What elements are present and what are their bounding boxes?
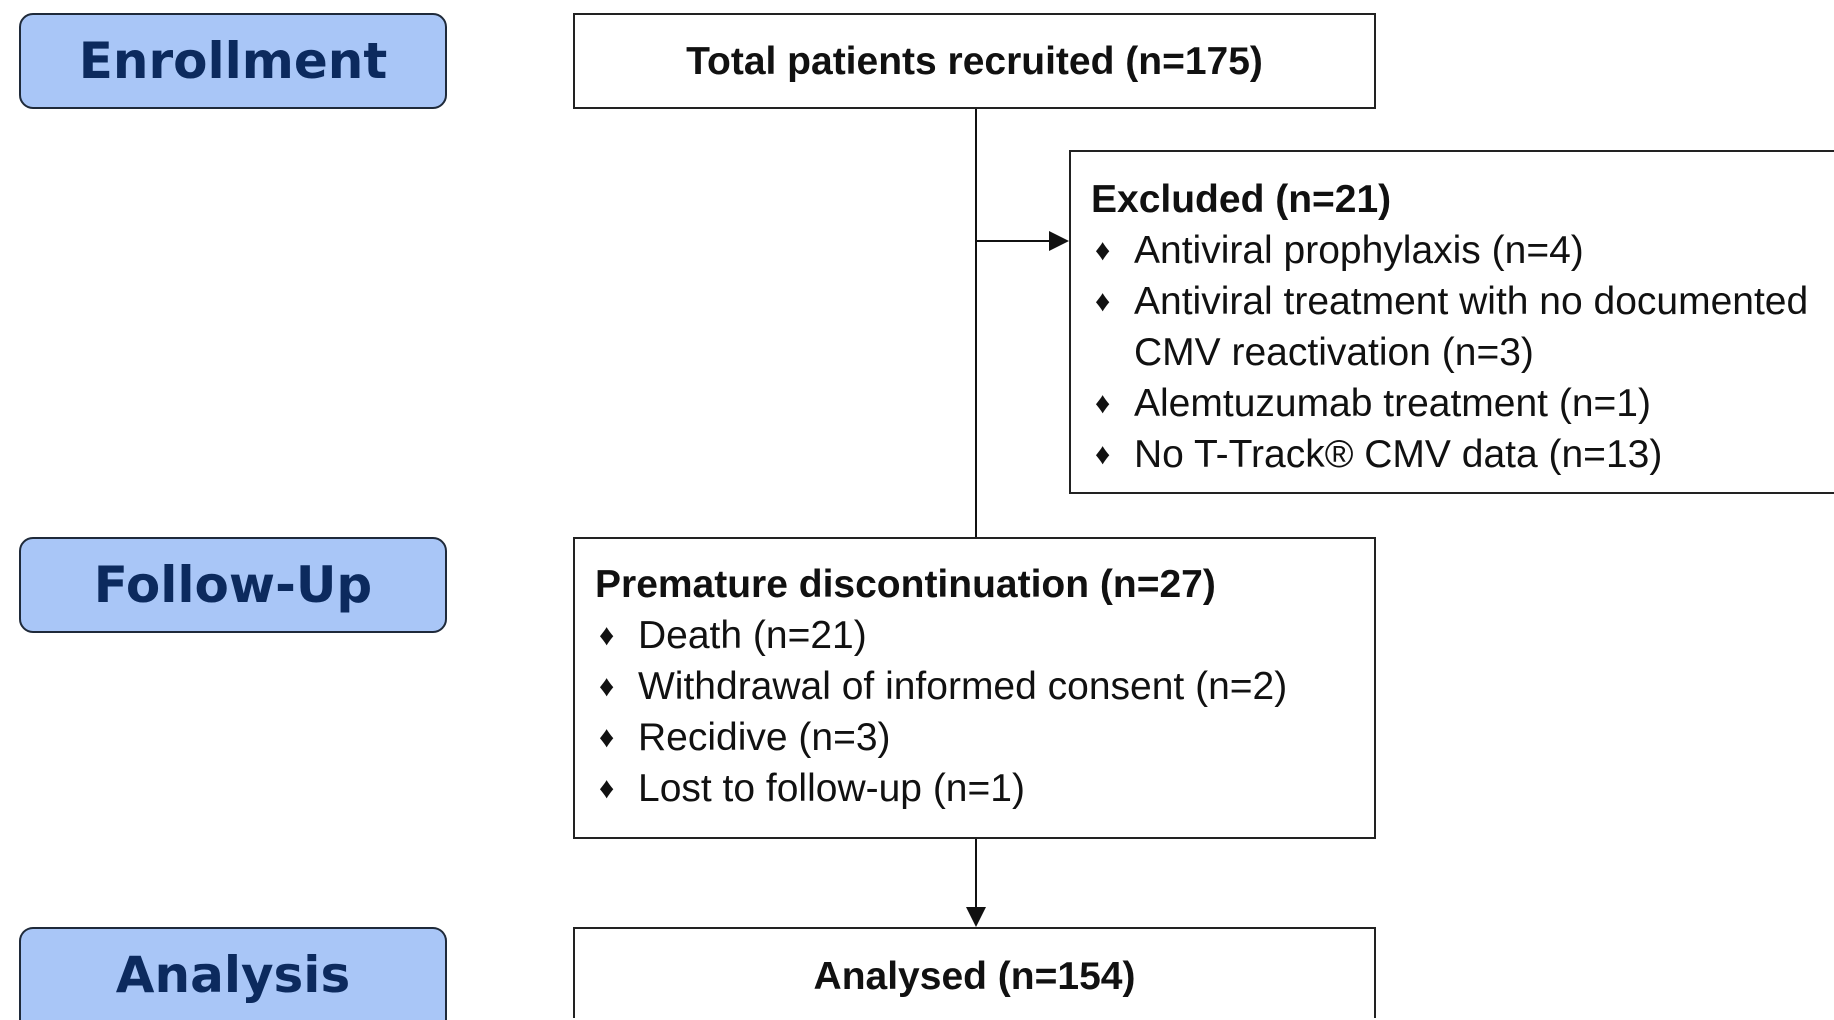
list-item: Lost to follow-up (n=1) — [595, 763, 1374, 814]
list-item: Death (n=21) — [595, 610, 1374, 661]
list-item: No T-Track® CMV data (n=13) — [1091, 429, 1834, 480]
discontinuation-box: Premature discontinuation (n=27) Death (… — [573, 537, 1376, 839]
list-item: Antiviral treatment with no documented C… — [1091, 276, 1814, 378]
list-item: Recidive (n=3) — [595, 712, 1374, 763]
list-item: Withdrawal of informed consent (n=2) — [595, 661, 1374, 712]
analysed-box: Analysed (n=154) — [573, 927, 1376, 1018]
stage-label: Follow-Up — [19, 537, 447, 633]
list-item: Alemtuzumab treatment (n=1) — [1091, 378, 1834, 429]
box-title: Excluded (n=21) — [1091, 178, 1392, 221]
box-title: Analysed (n=154) — [813, 955, 1136, 998]
stage-label: Enrollment — [19, 13, 447, 109]
stage-label: Analysis — [19, 927, 447, 1020]
excluded-box: Excluded (n=21) Antiviral prophylaxis (n… — [1069, 150, 1834, 494]
box-title: Premature discontinuation (n=27) — [595, 563, 1216, 606]
box-title: Total patients recruited (n=175) — [686, 39, 1263, 83]
list-item: Antiviral prophylaxis (n=4) — [1091, 225, 1834, 276]
recruited-box: Total patients recruited (n=175) — [573, 13, 1376, 109]
